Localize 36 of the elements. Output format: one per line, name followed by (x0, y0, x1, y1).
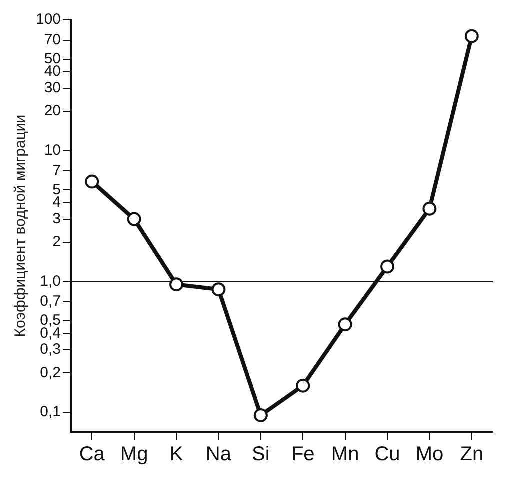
y-tick-label: 10 (44, 142, 62, 159)
y-tick-label: 0,2 (40, 364, 62, 382)
y-tick-label: 4 (52, 194, 62, 212)
x-tick-label: Fe (291, 444, 315, 466)
y-tick-label: 7 (52, 162, 62, 180)
x-tick-label: Zn (460, 444, 484, 466)
y-tick-label: 100 (36, 11, 62, 28)
y-tick-label: 20 (44, 102, 62, 120)
point (212, 282, 226, 297)
y-tick-label: 2 (52, 233, 62, 250)
y-tick-label: 0,3 (40, 341, 62, 358)
x-tick-label: Na (206, 444, 232, 466)
y-tick-label: 30 (44, 80, 62, 97)
point (170, 278, 184, 292)
x-tick-label: Ca (79, 444, 106, 466)
point (338, 318, 352, 332)
x-tick-label: K (170, 444, 184, 466)
y-tick-label: 40 (44, 63, 62, 80)
y-tick-label: 0,1 (40, 404, 62, 421)
x-tick-label: Cu (374, 444, 400, 466)
point (254, 408, 268, 422)
point (464, 29, 479, 44)
point (296, 378, 310, 393)
x-tick-label: Mg (120, 444, 148, 466)
point (422, 202, 437, 216)
point (380, 260, 395, 274)
point (85, 174, 100, 189)
y-tick-label: 70 (44, 31, 62, 48)
point (127, 212, 142, 226)
x-tick-label: Si (252, 444, 270, 466)
x-tick-label: Mo (416, 444, 444, 466)
y-tick-label: 0,7 (40, 293, 62, 310)
y-tick-label: 1,0 (40, 272, 62, 290)
y-tick-label: 3 (52, 210, 62, 228)
y-axis-title: Коэффициент водной миграции (12, 114, 30, 338)
x-tick-label: Mn (331, 444, 360, 466)
